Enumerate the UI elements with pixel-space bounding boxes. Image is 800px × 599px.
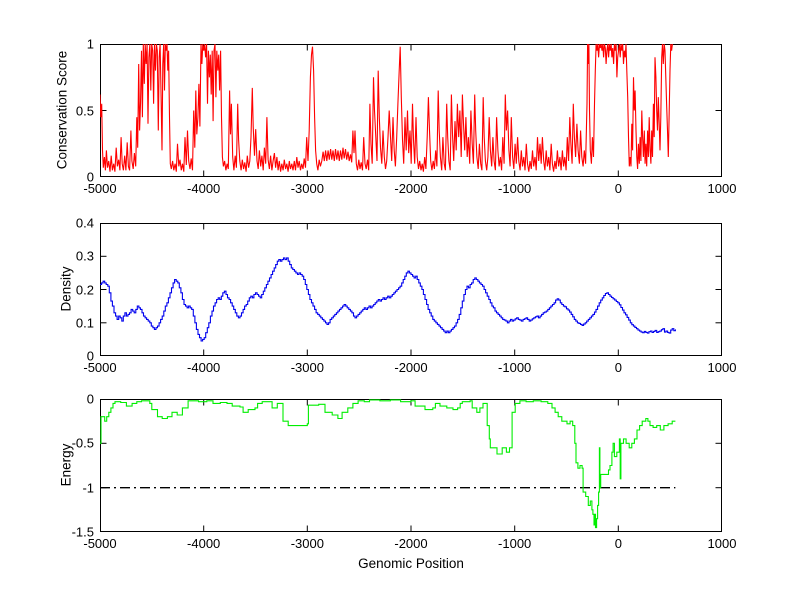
energy-x-tick-label: -2000	[394, 536, 428, 551]
conservation-plot	[100, 44, 722, 177]
density-axes	[100, 223, 722, 356]
conservation-series-line	[100, 44, 673, 172]
conservation-y-tick-label: 1	[86, 36, 94, 52]
density-x-tick-label: -5000	[83, 360, 117, 375]
density-x-tick-label: -4000	[187, 360, 221, 375]
density-y-tick-label: 0.3	[75, 248, 94, 264]
density-plot	[100, 223, 722, 356]
energy-plot	[100, 399, 722, 532]
conservation-x-tick-label: -3000	[290, 181, 324, 196]
energy-y-tick-label: 0	[86, 391, 94, 407]
density-y-tick-label: 0.1	[75, 315, 94, 331]
density-y-tick-label: 0.2	[75, 282, 94, 297]
density-x-tick-label: -1000	[498, 360, 532, 375]
energy-y-tick-label: -0.5	[71, 435, 94, 451]
density-x-tick-label: -2000	[394, 360, 428, 375]
conservation-x-tick-label: -5000	[83, 181, 117, 196]
energy-x-tick-label: -5000	[83, 536, 117, 551]
conservation-x-tick-label: -2000	[394, 181, 428, 196]
energy-x-tick-label: -4000	[187, 536, 221, 551]
x-axis-title: Genomic Position	[358, 556, 464, 571]
density-x-tick-label: 1000	[707, 360, 737, 375]
energy-axes	[100, 399, 722, 532]
energy-x-tick-label: 0	[614, 536, 622, 551]
energy-x-tick-label: -1000	[498, 536, 532, 551]
conservation-x-tick-label: -4000	[187, 181, 221, 196]
conservation-x-tick-label: 1000	[707, 181, 737, 196]
density-y-tick-label: 0	[86, 348, 94, 364]
conservation-x-tick-label: -1000	[498, 181, 532, 196]
density-series-line	[100, 257, 676, 342]
conservation-y-tick-label: 0.5	[75, 103, 94, 118]
density-y-tick-label: 0.4	[75, 215, 94, 231]
energy-x-tick-label: -3000	[290, 536, 324, 551]
energy-series-line	[100, 399, 676, 529]
density-x-tick-label: -3000	[290, 360, 324, 375]
energy-y-tick-label: -1	[82, 480, 94, 496]
energy-y-tick-label: -1.5	[71, 524, 94, 540]
conservation-y-tick-label: 0	[86, 169, 94, 185]
conservation-x-tick-label: 0	[614, 181, 622, 196]
density-x-tick-label: 0	[614, 360, 622, 375]
conservation-axes	[100, 44, 722, 177]
energy-x-tick-label: 1000	[707, 536, 737, 551]
